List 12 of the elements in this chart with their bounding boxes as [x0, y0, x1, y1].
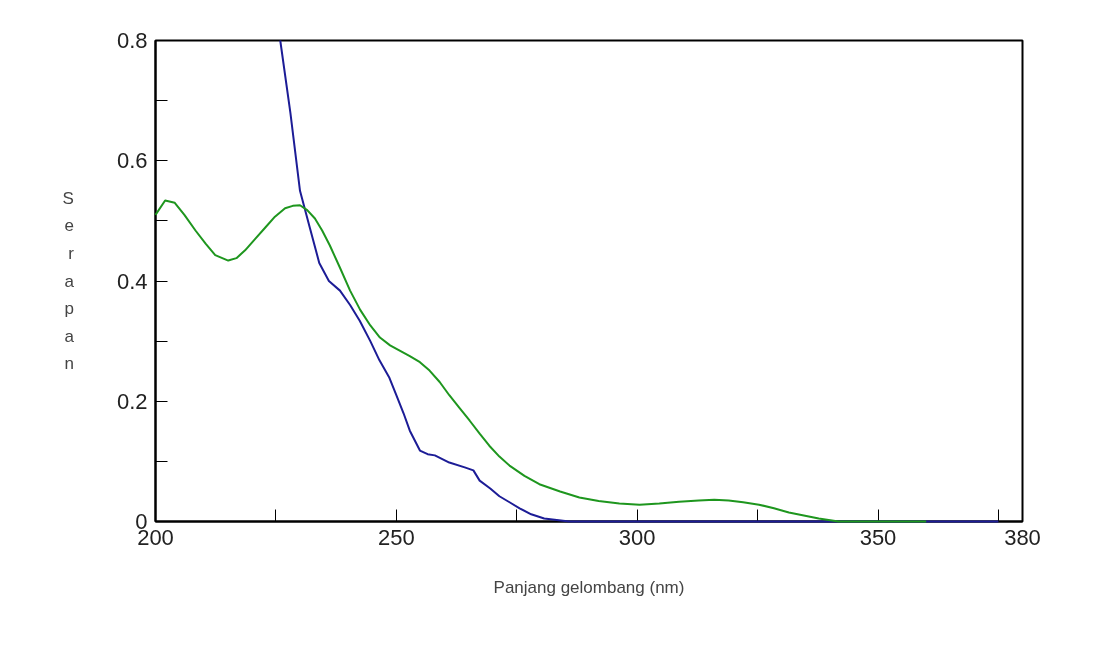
x-axis-title: Panjang gelombang (nm): [493, 577, 685, 597]
x-tick-label: 350: [859, 524, 897, 550]
y-tick-label: 0.2: [116, 388, 148, 414]
line-series: [279, 39, 1000, 523]
y-tick-label: 0.6: [116, 148, 148, 174]
x-tick-label: 300: [618, 524, 656, 550]
y-tick-label: 0.8: [116, 28, 148, 53]
line-series: [154, 199, 928, 523]
x-tick-label: 380: [1004, 524, 1041, 550]
x-tick-label: 250: [377, 524, 415, 550]
y-tick-label: 0.4: [116, 268, 148, 294]
y-axis-title: Serapan: [62, 188, 75, 374]
